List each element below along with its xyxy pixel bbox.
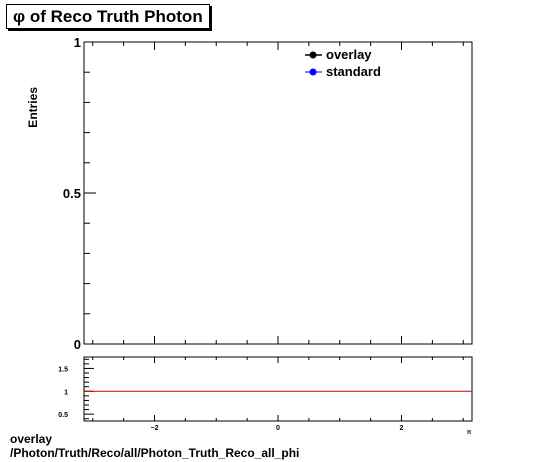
y-tick-label: 0 [74,337,81,352]
legend-entry-overlay: overlay [305,47,372,62]
ratio-x-axis: −2 0 2 [92,357,464,432]
footer-path: /Photon/Truth/Reco/all/Photon_Truth_Reco… [10,446,300,460]
ratio-x-tick-label: 0 [276,425,280,432]
legend-marker-overlay [309,51,317,59]
main-plot-frame [83,41,473,345]
ratio-x-edge-label: π [467,430,472,436]
footer-label: overlay [10,432,53,446]
ratio-plot-frame [83,356,473,422]
main-x-axis [92,42,464,344]
legend-label-overlay: overlay [326,47,372,62]
y-tick-label: 0.5 [63,186,81,201]
ratio-y-axis: 0.5 1 1.5 [58,358,94,420]
legend-entry-standard: standard [305,64,381,79]
y-axis-label: Entries [26,87,40,128]
ratio-x-tick-label: −2 [151,425,159,432]
chart-title: φ of Reco Truth Photon [6,4,210,29]
legend-marker-standard [309,68,317,76]
y-tick-label: 1 [74,35,81,50]
legend-label-standard: standard [326,64,381,79]
legend: overlay standard [305,47,381,79]
ratio-y-tick-label: 0.5 [58,412,68,419]
main-y-axis: 00.51 [63,35,96,352]
ratio-x-tick-label: 2 [400,425,404,432]
ratio-y-tick-label: 1.5 [58,366,68,373]
ratio-y-tick-label: 1 [64,389,68,396]
